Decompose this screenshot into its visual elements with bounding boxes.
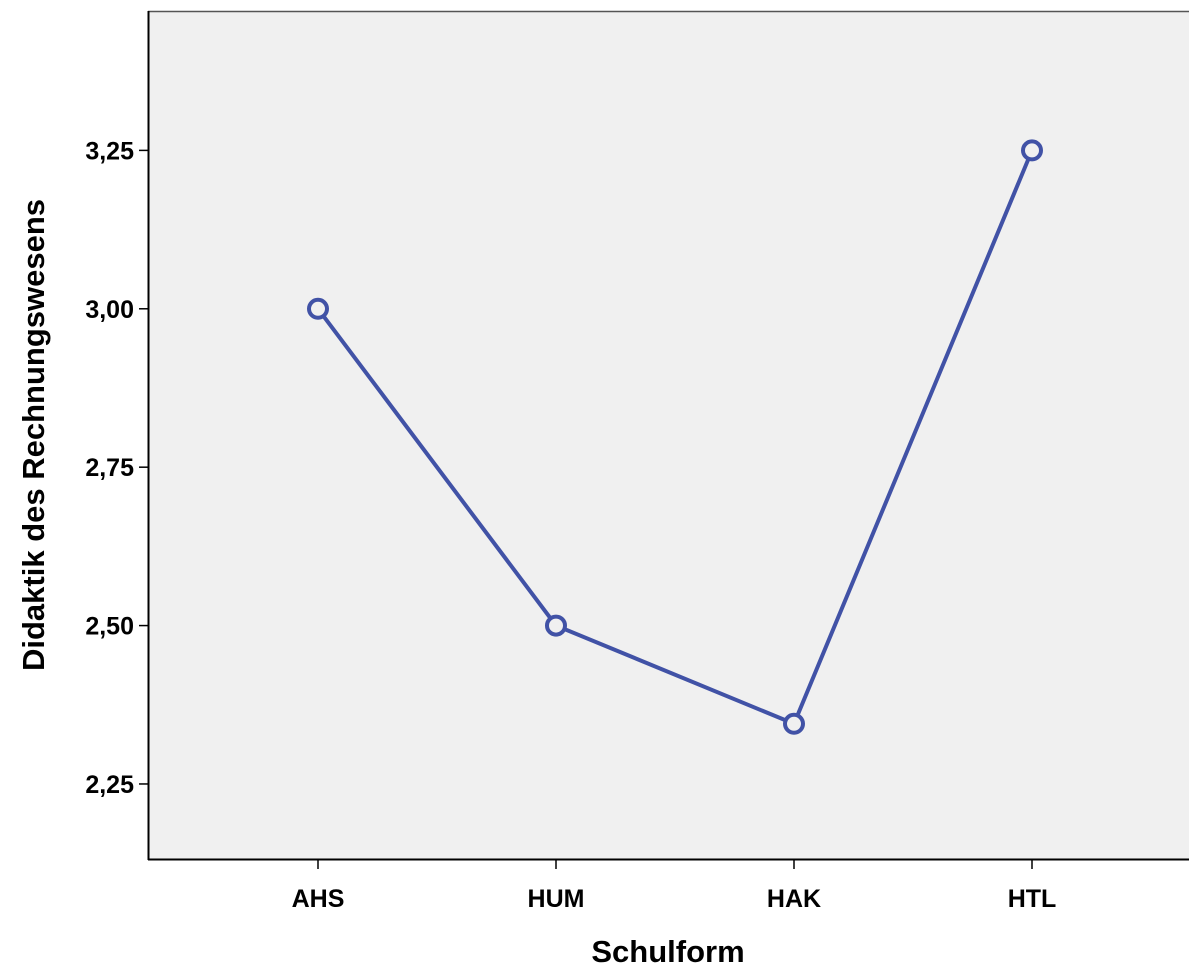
x-tick-label: HAK xyxy=(767,885,821,913)
series-line xyxy=(316,149,1034,727)
x-tick-label: HUM xyxy=(528,885,585,913)
y-tick-label: 3,25 xyxy=(85,137,134,165)
y-tick-label: 3,00 xyxy=(85,296,134,324)
y-axis-title: Didaktik des Rechnungswesens xyxy=(16,199,51,671)
x-tick-label: HTL xyxy=(1008,885,1057,913)
plot-area xyxy=(148,11,1189,860)
y-axis-ticks: 2,25 2,50 2,75 3,00 3,25 xyxy=(85,137,148,799)
data-point-marker xyxy=(1021,139,1043,162)
x-axis-ticks: AHS HUM HAK HTL xyxy=(292,860,1057,913)
y-tick-label: 2,75 xyxy=(85,454,134,482)
y-tick-label: 2,25 xyxy=(85,771,134,799)
data-point-marker xyxy=(307,297,329,320)
x-axis-title: Schulform xyxy=(591,934,744,969)
data-point-marker xyxy=(545,614,567,637)
y-tick-label: 2,50 xyxy=(85,613,134,641)
x-tick-label: AHS xyxy=(292,885,345,913)
series-layer xyxy=(307,139,1043,735)
data-point-marker xyxy=(783,712,805,735)
